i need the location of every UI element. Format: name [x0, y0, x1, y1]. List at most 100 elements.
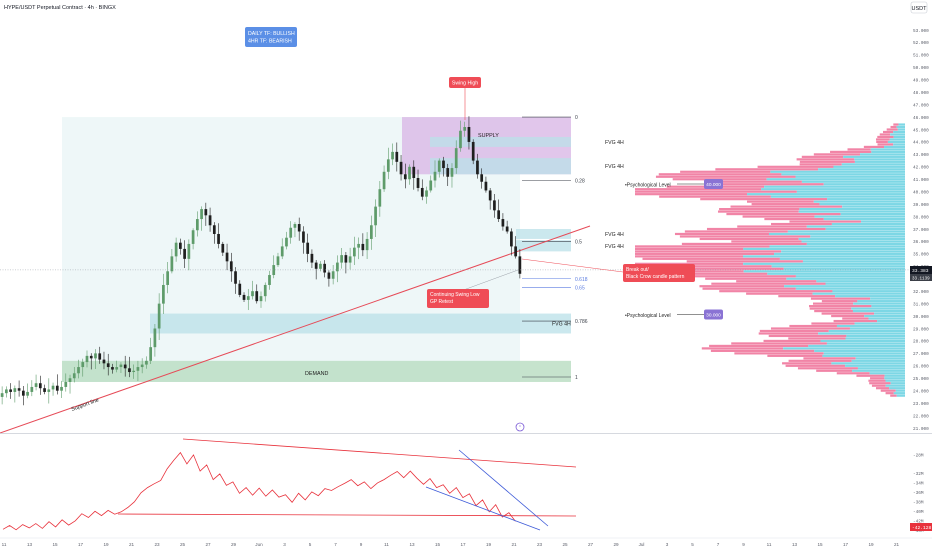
volume-bar-buy: [822, 354, 905, 357]
candle: [382, 165, 386, 192]
volume-bar-buy: [743, 247, 905, 250]
volume-bar-sell: [785, 364, 846, 367]
svg-text:•Psychological Level: •Psychological Level: [625, 313, 671, 319]
candle: [106, 353, 110, 376]
oscillator-pane: [2, 438, 577, 531]
price-tick: 43.000: [913, 153, 929, 158]
osc-support-line: [117, 513, 577, 517]
volume-bar-buy: [784, 285, 905, 288]
volume-bar-buy: [831, 222, 905, 226]
volume-bar-sell: [758, 332, 819, 335]
candle: [72, 366, 76, 383]
candle: [204, 202, 208, 226]
volume-profile: [635, 123, 905, 397]
price-tick: 37.000: [913, 228, 929, 233]
volume-bar-sell: [700, 198, 828, 201]
volume-bar-sell: [658, 173, 782, 176]
volume-bar-buy: [796, 190, 905, 193]
candle: [140, 358, 144, 374]
volume-bar-buy: [812, 292, 905, 295]
volume-bar-sell: [789, 324, 837, 328]
volume-bar-sell: [796, 158, 855, 161]
volume-bar-buy: [893, 143, 905, 146]
indicator-collapse-icon[interactable]: ⌃: [515, 422, 525, 432]
time-tick: 17: [843, 542, 849, 547]
candle: [200, 206, 203, 231]
time-axis[interactable]: 11 13 15 17 19 21 23 25 27 29 Jun 3 5 7 9 11 13 15 17 19 21 2…: [2, 542, 900, 547]
volume-bar-buy: [806, 242, 905, 246]
candle: [488, 187, 492, 210]
time-tick: 19: [486, 542, 492, 547]
candle: [17, 380, 21, 397]
candle: [21, 385, 25, 406]
support-line: [0, 225, 591, 434]
fib-label: 1: [575, 375, 578, 381]
candle: [170, 248, 174, 274]
time-tick: 29: [613, 542, 619, 547]
candle: [251, 280, 254, 300]
candle: [51, 382, 55, 396]
fvg-zone: [150, 313, 571, 334]
candle: [13, 385, 17, 403]
volume-bar-buy: [825, 282, 905, 285]
candle: [145, 356, 148, 369]
candle: [348, 247, 352, 270]
time-tick: Jun: [255, 542, 263, 547]
time-tick: 25: [180, 542, 186, 547]
candlestick-series: [0, 116, 522, 406]
volume-bar-sell: [709, 344, 809, 348]
time-tick: 3: [666, 542, 669, 547]
svg-text:USDT: USDT: [912, 6, 928, 12]
candle: [408, 164, 411, 185]
candle: [416, 169, 420, 192]
volume-bar-buy: [889, 387, 905, 390]
time-tick: 21: [511, 542, 517, 547]
volume-bar-sell: [705, 180, 802, 183]
osc-tick: -38M: [913, 501, 924, 506]
chart-title: HYPE/USDT Perpetual Contract · 4h · BING…: [4, 5, 116, 11]
volume-bar-buy: [835, 295, 905, 298]
volume-bar-buy: [798, 210, 905, 213]
volume-bar-sell: [705, 277, 787, 280]
candle: [476, 153, 479, 179]
volume-bar-sell: [847, 148, 871, 151]
price-tick: 29.000: [913, 327, 929, 332]
candle: [68, 374, 72, 394]
candle: [263, 282, 267, 302]
bias-4h: 4HR TF: BEARISH: [248, 39, 292, 45]
volume-bar-sell: [890, 125, 897, 129]
volume-bar-sell: [868, 379, 886, 382]
candle: [195, 211, 199, 237]
volume-bar-buy: [893, 135, 905, 139]
volume-bar-buy: [768, 232, 905, 236]
candle: [467, 116, 471, 150]
volume-bar-sell: [711, 183, 824, 186]
candle: [510, 228, 513, 256]
volume-bar-buy: [854, 160, 905, 163]
volume-bar-buy: [851, 307, 905, 310]
currency-badge[interactable]: USDT: [910, 1, 928, 14]
candle: [217, 223, 220, 249]
volume-bar-buy: [841, 163, 905, 166]
price-tick: 53.000: [913, 29, 929, 34]
volume-bar-sell: [869, 382, 891, 385]
volume-bar-sell: [706, 227, 826, 231]
volume-bar-buy: [884, 377, 905, 380]
volume-bar-buy: [816, 280, 905, 283]
oscillator-axis[interactable]: -28M -32M -34M -36M -38M -40M -42M -44M: [913, 453, 924, 534]
time-tick: 11: [767, 542, 772, 547]
osc-tick: -40M: [913, 510, 924, 515]
candle: [255, 284, 259, 304]
volume-bar-buy: [783, 347, 905, 350]
volume-bar-sell: [813, 153, 861, 156]
volume-bar-buy: [870, 297, 905, 300]
volume-bar-buy: [743, 262, 905, 265]
volume-bar-buy: [761, 188, 905, 191]
volume-bar-sell: [742, 215, 815, 218]
price-axis[interactable]: 53.000 52.000 51.000 50.000 49.000 48.000 47.0…: [913, 29, 929, 432]
candle: [306, 233, 310, 263]
volume-bar-buy: [798, 237, 905, 241]
